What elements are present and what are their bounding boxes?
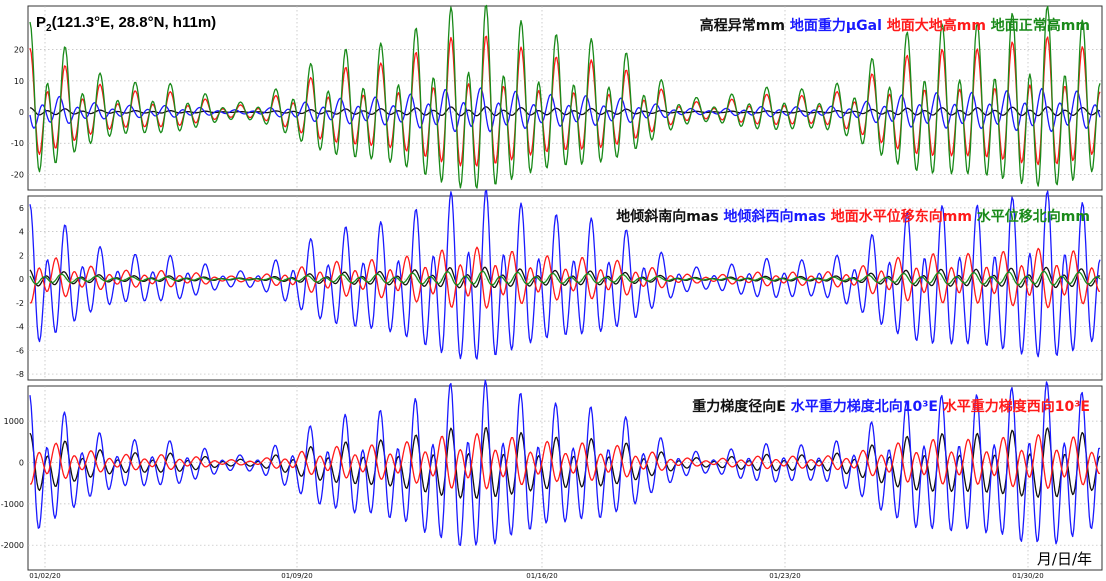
legend-entry: 地面水平位移东向mm — [826, 208, 972, 225]
series-line — [29, 4, 1101, 189]
x-unit-label: 月/日/年 — [1037, 550, 1092, 568]
legend-entry: 重力梯度径向E — [692, 398, 786, 415]
legend: 重力梯度径向E 水平重力梯度北向10³E 水平重力梯度西向10³E — [692, 398, 1090, 415]
y-tick-label: -8 — [16, 370, 24, 379]
x-tick-label: 01/30/20 — [1012, 572, 1043, 580]
x-tick-label: 01/16/20 — [526, 572, 557, 580]
station-coords: (121.3°E, 28.8°N, h11m) — [52, 14, 217, 31]
legend-entry: 高程异常mm — [700, 17, 785, 34]
y-tick-label: 0 — [19, 108, 24, 117]
station-prefix: P — [36, 14, 46, 31]
x-tick-label: 01/02/20 — [29, 572, 60, 580]
y-tick-label: 0 — [19, 275, 24, 284]
y-tick-label: -20 — [11, 170, 24, 179]
series-line — [29, 379, 1101, 547]
y-tick-label: 6 — [19, 204, 24, 213]
y-tick-label: 4 — [19, 228, 24, 237]
y-tick-label: 10 — [14, 77, 24, 86]
station-title: P2(121.3°E, 28.8°N, h11m) — [36, 14, 216, 34]
y-tick-label: 2 — [19, 251, 24, 260]
panel-gravity-gradient: 1000 0 -1000 -2000 重力梯度径向E 水平重力梯度北向10³E 水平重力… — [1, 379, 1103, 571]
y-tick-label: -1000 — [1, 500, 24, 509]
x-axis-tick-labels: 01/02/20 01/09/20 01/16/20 01/23/20 01/3… — [29, 572, 1043, 580]
legend-entry: 水平位移北向mm — [972, 208, 1090, 225]
legend: 地倾斜南向mas 地倾斜西向mas 地面水平位移东向mm 水平位移北向mm — [616, 208, 1090, 225]
panel-frame — [27, 385, 1103, 571]
x-tick-label: 01/09/20 — [281, 572, 312, 580]
series-line — [30, 432, 1101, 490]
y-tick-label: -10 — [11, 139, 24, 148]
x-tick-label: 01/23/20 — [769, 572, 800, 580]
legend: 高程异常mm 地面重力μGal 地面大地高mm 地面正常高mm — [700, 17, 1090, 34]
series-line — [29, 189, 1101, 360]
panel-tilt-displacement: 6 4 2 0 -2 -4 -6 -8 地倾斜南向mas 地倾斜西向mas 地面水平位移东向mm… — [16, 189, 1103, 381]
legend-entry: 地倾斜南向mas — [616, 208, 718, 225]
panel-height-gravity: 20 10 0 -10 -20 高程异常mm 地面重力μGal 地面大地高mm 地面正常高… — [11, 4, 1103, 191]
station-subscript: 2 — [46, 23, 52, 34]
legend-entry: 水平重力梯度北向10³E — [786, 398, 938, 415]
panel-frame — [27, 195, 1103, 381]
legend-entry: 地面大地高mm — [882, 17, 986, 34]
legend-entry: 地倾斜西向mas — [719, 208, 826, 225]
y-tick-label: 1000 — [4, 417, 24, 426]
legend-entry: 地面重力μGal — [785, 17, 882, 34]
y-tick-label: -4 — [16, 323, 24, 332]
series-line — [29, 246, 1101, 309]
y-tick-label: 0 — [19, 458, 24, 467]
legend-entry: 地面正常高mm — [986, 17, 1090, 34]
y-tick-label: -6 — [16, 346, 24, 355]
y-tick-label: -2000 — [1, 541, 24, 550]
y-tick-label: -2 — [16, 299, 24, 308]
series-line — [29, 270, 1101, 286]
legend-entry: 水平重力梯度西向10³E — [938, 398, 1090, 415]
y-tick-label: 20 — [14, 46, 24, 55]
